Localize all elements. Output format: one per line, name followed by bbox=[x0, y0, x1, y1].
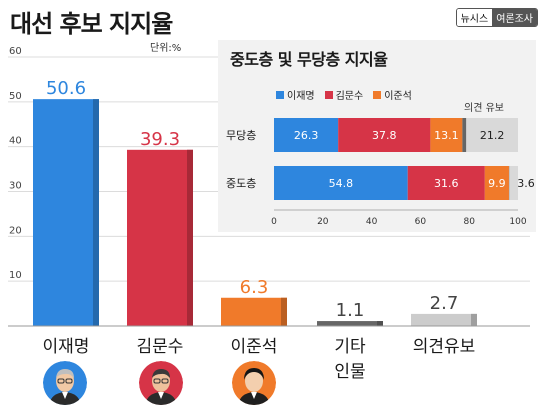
legend-swatch-kim bbox=[324, 90, 333, 99]
inset-segment-0-1 bbox=[338, 118, 431, 152]
x-category-label-3-1: 인물 bbox=[334, 362, 365, 382]
inset-segment-label-1-4: 3.6 bbox=[517, 177, 535, 190]
bar-edge-2 bbox=[281, 297, 287, 326]
x-category-label-2: 이준석 bbox=[231, 337, 278, 357]
bar-3 bbox=[317, 321, 383, 326]
source-badge: 뉴시스 여론조사 bbox=[455, 8, 538, 27]
inset-legend: 이재명 김문수 이준석 bbox=[276, 87, 412, 102]
y-tick-label-0: 10 bbox=[9, 270, 22, 281]
inset-segment-1-2 bbox=[484, 166, 509, 200]
x-category-label-4: 의견유보 bbox=[413, 337, 476, 357]
avatar-lee bbox=[43, 361, 87, 405]
inset-segment-label-0-0: 26.3 bbox=[294, 129, 319, 142]
source-label: 여론조사 bbox=[492, 9, 537, 26]
chart-title: 대선 후보 지지율 bbox=[10, 10, 173, 38]
inset-segment-label-1-1: 31.6 bbox=[434, 177, 459, 190]
x-category-label-1: 김문수 bbox=[137, 337, 184, 357]
legend-item-joon: 이준석 bbox=[373, 87, 412, 102]
bar-0 bbox=[33, 99, 99, 326]
avatar-joon bbox=[232, 361, 276, 405]
inset-x-tick-label-1: 20 bbox=[317, 217, 329, 227]
inset-segment-label-1-2: 9.9 bbox=[488, 177, 506, 190]
bar-value-label-1: 39.3 bbox=[140, 129, 180, 150]
inset-undecided-label: 의견 유보 bbox=[464, 102, 504, 114]
y-tick-label-4: 50 bbox=[9, 91, 22, 102]
inset-segment-1-4 bbox=[509, 166, 518, 200]
inset-segment-label-0-4: 21.2 bbox=[480, 129, 505, 142]
legend-label-kim: 김문수 bbox=[335, 91, 364, 102]
inset-x-tick-label-0: 0 bbox=[271, 217, 277, 227]
bar-value-label-0: 50.6 bbox=[46, 78, 86, 99]
inset-segment-label-0-1: 37.8 bbox=[372, 129, 397, 142]
bar-1 bbox=[127, 149, 193, 326]
bar-edge-1 bbox=[187, 149, 193, 326]
source-agency: 뉴시스 bbox=[456, 9, 493, 26]
avatar-kim bbox=[139, 361, 183, 405]
inset-row-label-1: 중도층 bbox=[226, 177, 256, 190]
bar-value-label-4: 2.7 bbox=[430, 293, 459, 314]
y-tick-label-2: 30 bbox=[9, 181, 22, 192]
inset-segment-0-0 bbox=[274, 118, 339, 152]
inset-x-tick-label-5: 100 bbox=[509, 217, 526, 227]
unit-label: 단위:% bbox=[150, 43, 182, 54]
x-category-label-3-0: 기타 bbox=[334, 337, 366, 357]
legend-item-kim: 김문수 bbox=[324, 87, 364, 102]
y-tick-label-5: 60 bbox=[9, 46, 22, 57]
inset-segment-0-4 bbox=[466, 118, 518, 152]
bar-edge-4 bbox=[471, 313, 477, 326]
y-tick-label-3: 40 bbox=[9, 136, 22, 147]
inset-title: 중도층 및 무당층 지지율 bbox=[230, 50, 388, 69]
legend-item-lee: 이재명 bbox=[276, 87, 315, 102]
inset-segment-1-1 bbox=[407, 166, 485, 200]
legend-swatch-joon bbox=[373, 90, 382, 99]
inset-segment-0-2 bbox=[430, 118, 463, 152]
inset-segment-label-0-2: 13.1 bbox=[434, 129, 459, 142]
inset-x-tick-label-2: 40 bbox=[366, 217, 378, 227]
inset-row-label-0: 무당층 bbox=[226, 129, 256, 142]
legend-label-joon: 이준석 bbox=[384, 91, 412, 102]
bar-value-label-3: 1.1 bbox=[336, 300, 365, 321]
inset-segment-1-0 bbox=[274, 166, 408, 200]
x-category-label-0: 이재명 bbox=[43, 337, 90, 357]
inset-segment-label-1-0: 54.8 bbox=[329, 177, 354, 190]
legend-swatch-lee bbox=[276, 90, 284, 99]
bar-4 bbox=[411, 313, 477, 326]
bar-edge-0 bbox=[93, 99, 99, 326]
bar-edge-3 bbox=[377, 321, 383, 326]
legend-label-lee: 이재명 bbox=[287, 91, 315, 102]
bar-2 bbox=[221, 297, 287, 326]
inset-segment-0-3 bbox=[462, 118, 467, 152]
y-tick-label-1: 20 bbox=[9, 225, 22, 236]
bar-value-label-2: 6.3 bbox=[240, 277, 269, 298]
inset-x-tick-label-3: 60 bbox=[415, 217, 427, 227]
inset-x-tick-label-4: 80 bbox=[463, 217, 475, 227]
